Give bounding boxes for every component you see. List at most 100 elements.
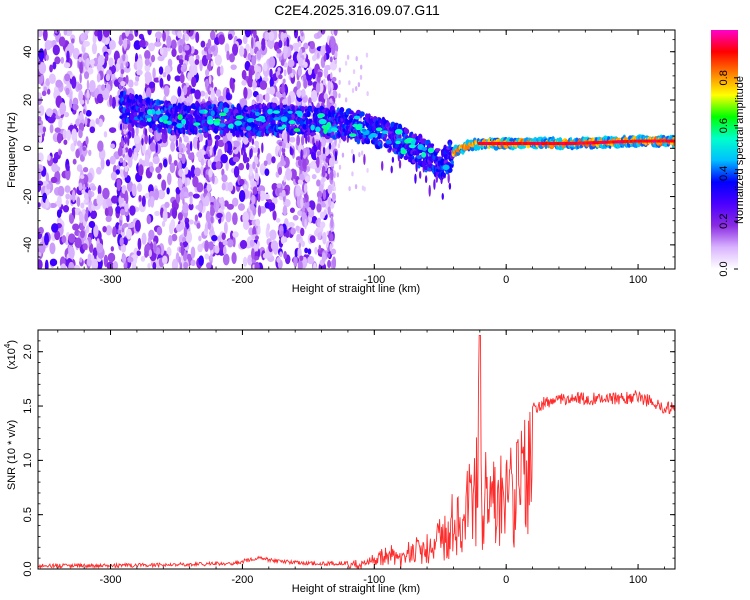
heatmap-cell [366, 167, 369, 173]
heatmap-cell [325, 157, 330, 163]
heatmap-cell [216, 235, 222, 242]
heatmap-cell [104, 53, 109, 62]
heatmap-cell [307, 134, 310, 143]
heatmap-cell [317, 232, 322, 240]
heatmap-cell [333, 30, 338, 36]
heatmap-cell [112, 261, 119, 269]
heatmap-cell [255, 157, 259, 165]
heatmap-cell [208, 133, 212, 141]
heatmap-cell [72, 47, 80, 60]
heatmap-cell [59, 102, 67, 115]
heatmap-cell [360, 150, 364, 156]
heatmap-cell [221, 174, 228, 183]
heatmap-cell [238, 189, 246, 203]
heatmap-cell [159, 47, 164, 55]
heatmap-cell [63, 30, 68, 36]
heatmap-cell [63, 111, 70, 118]
heatmap-cell [170, 39, 177, 50]
heatmap-cell [68, 261, 75, 269]
heatmap-cell [300, 105, 305, 112]
heatmap-cell [184, 44, 190, 51]
heatmap-cell [408, 144, 416, 149]
heatmap-cell [306, 110, 311, 118]
heatmap-cell [252, 186, 258, 195]
colorbar-gradient [711, 30, 738, 269]
heatmap-cell [293, 30, 299, 39]
heatmap-cell [287, 95, 292, 108]
heatmap-cell [305, 175, 311, 183]
heatmap-cell [173, 159, 178, 167]
heatmap-cell [303, 50, 307, 59]
heatmap-cell [85, 225, 90, 234]
heatmap-cell [158, 100, 165, 105]
heatmap-cell [290, 227, 296, 235]
heatmap-cell [107, 252, 116, 263]
heatmap-cell [279, 251, 283, 258]
heatmap-cell [77, 83, 83, 91]
heatmap-cell [320, 45, 326, 57]
heatmap-cell [178, 153, 183, 159]
heatmap-cell [203, 46, 209, 52]
heatmap-cell [138, 194, 142, 202]
heatmap-y-label: Frequency (Hz) [6, 112, 18, 188]
heatmap-cell [299, 48, 303, 57]
heatmap-cell [327, 184, 333, 195]
heatmap-cell [161, 179, 167, 191]
heatmap-cell [232, 140, 240, 148]
heatmap-cell [152, 241, 157, 254]
heatmap-cell [290, 72, 294, 78]
heatmap-cell [78, 129, 83, 139]
heatmap-cell [152, 156, 160, 165]
y-tick-label: 40 [22, 46, 34, 58]
heatmap-cell [69, 214, 75, 224]
heatmap-cell [137, 107, 141, 113]
heatmap-cell [280, 236, 286, 245]
heatmap-cell [161, 114, 169, 121]
heatmap-cell [122, 53, 126, 62]
heatmap-cell [272, 110, 280, 114]
heatmap-cell [122, 38, 128, 50]
heatmap-cell [359, 64, 363, 70]
heatmap-cell [75, 148, 80, 159]
heatmap-cell [227, 33, 233, 41]
heatmap-cell [329, 243, 333, 252]
heatmap-cell [276, 256, 281, 263]
heatmap-cell [184, 177, 188, 188]
heatmap-cell [246, 117, 255, 123]
heatmap-cell [121, 147, 126, 155]
snr-multiplier-exponent: 4 [3, 343, 12, 348]
snr-background [38, 330, 675, 569]
heatmap-cell [297, 159, 302, 167]
heatmap-cell [155, 166, 162, 174]
heatmap-cell [121, 224, 127, 229]
heatmap-cell [64, 73, 71, 82]
heatmap-cell [154, 41, 162, 47]
heatmap-cell [65, 193, 71, 200]
heatmap-cell [338, 93, 341, 99]
heatmap-cell [300, 196, 304, 209]
heatmap-cell [303, 78, 308, 89]
heatmap-cell [207, 222, 212, 230]
heatmap-cell [313, 262, 317, 269]
heatmap-cell [148, 81, 156, 89]
y-tick-label: 1.0 [22, 453, 34, 468]
heatmap-cell [198, 109, 205, 114]
heatmap-cell [309, 235, 316, 243]
heatmap-cell [292, 169, 297, 180]
heatmap-cell [330, 216, 334, 229]
heatmap-cell [249, 202, 255, 211]
heatmap-cell [164, 65, 171, 75]
x-tick-label: -300 [100, 274, 122, 286]
heatmap-cell [210, 45, 216, 52]
heatmap-cell [263, 160, 268, 167]
heatmap-cell [104, 207, 109, 217]
heatmap-cell [331, 30, 335, 35]
heatmap-cell [296, 233, 301, 240]
heatmap-cell [90, 185, 97, 191]
heatmap-cell [198, 212, 203, 218]
heatmap-cell [38, 92, 42, 99]
heatmap-cell [259, 104, 263, 109]
heatmap-cell [254, 64, 260, 73]
heatmap-cell [394, 128, 403, 135]
heatmap-cell [294, 248, 298, 258]
